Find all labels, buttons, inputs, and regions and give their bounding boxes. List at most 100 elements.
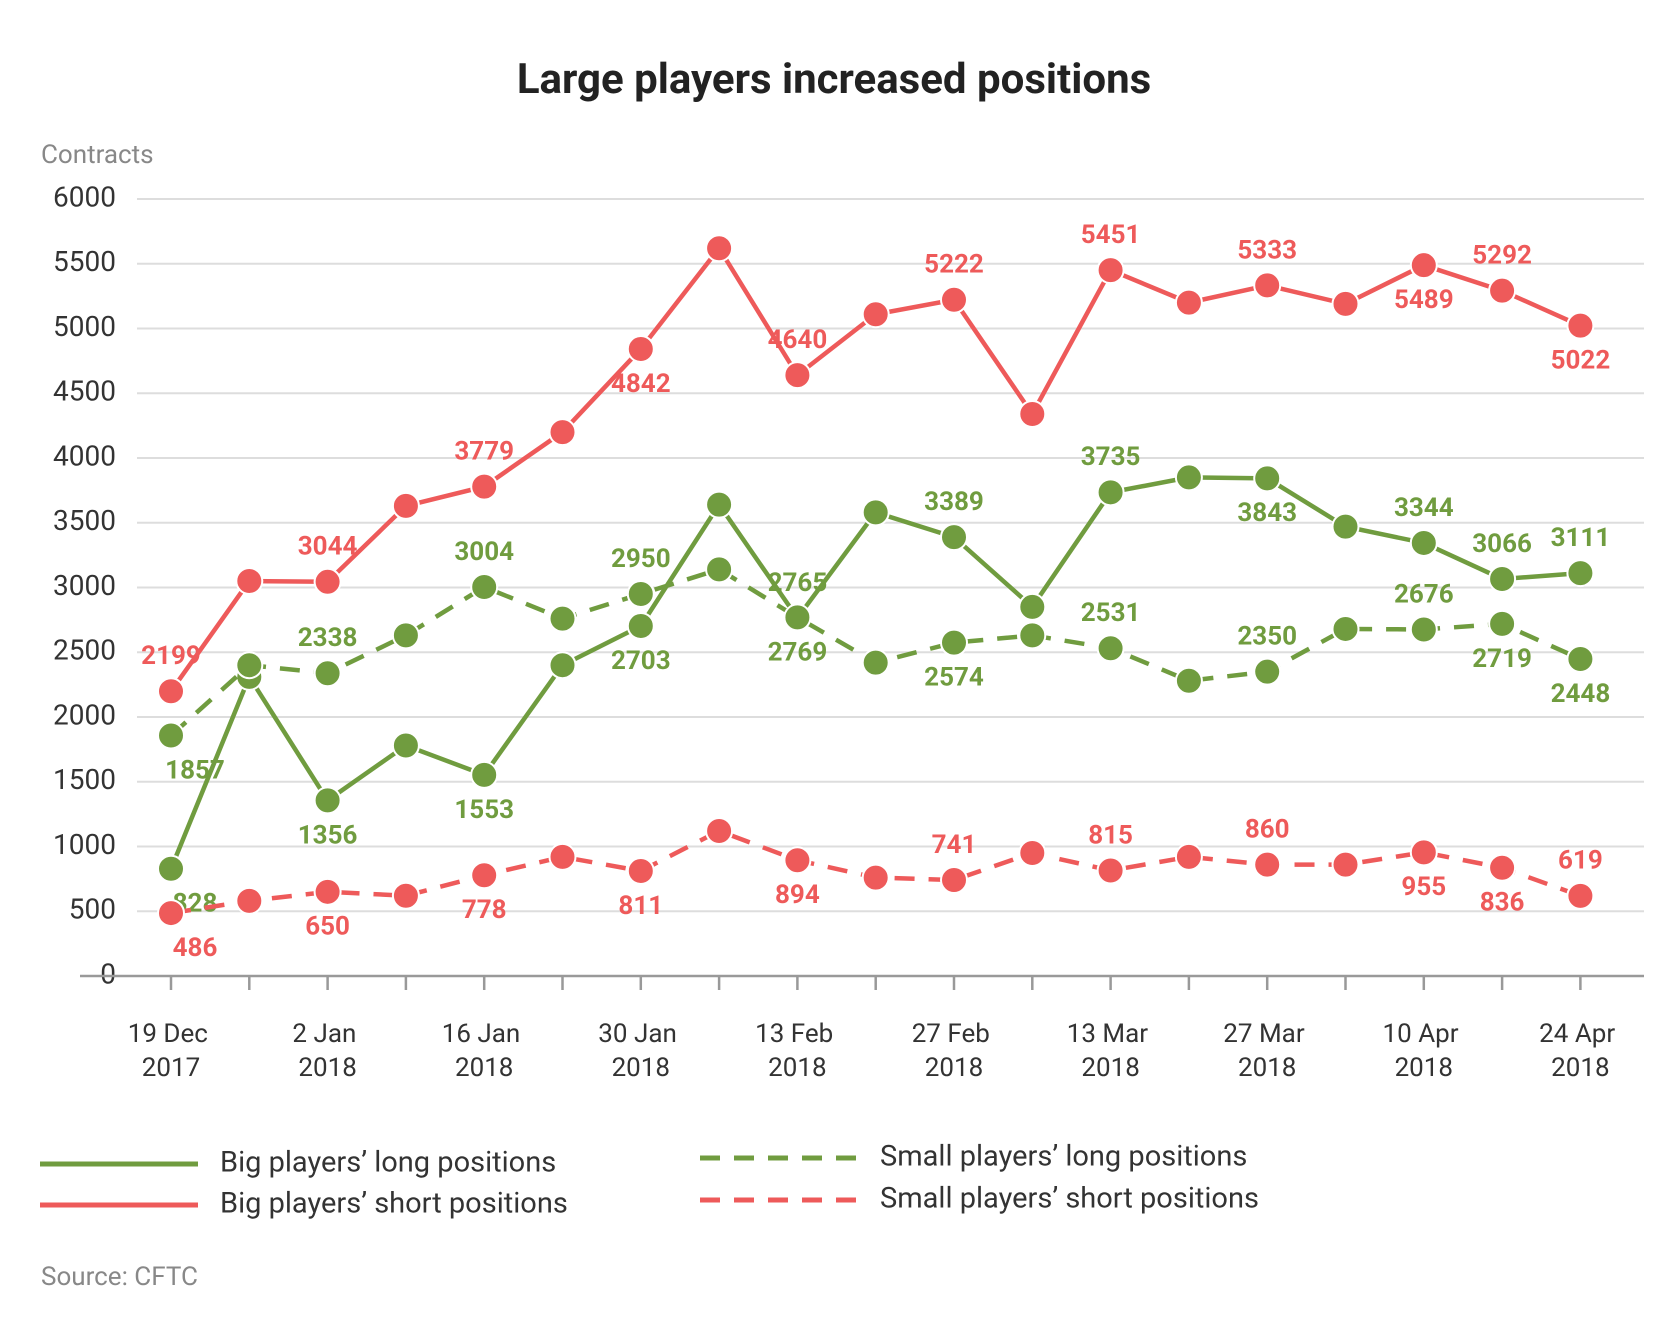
data-label: 2448 <box>1551 679 1611 709</box>
data-label: 3066 <box>1472 529 1532 559</box>
data-label: 3344 <box>1394 493 1454 523</box>
point <box>391 881 420 910</box>
point <box>783 846 812 875</box>
data-label: 5451 <box>1081 220 1141 250</box>
point <box>157 899 185 928</box>
point <box>861 648 890 677</box>
data-label: 2719 <box>1472 644 1532 674</box>
point <box>940 628 968 657</box>
data-label: 5489 <box>1394 285 1454 315</box>
point <box>548 418 577 447</box>
point <box>1409 838 1438 867</box>
legend-label: Small players’ long positions <box>880 1140 1247 1174</box>
legend-label: Small players’ short positions <box>880 1182 1259 1216</box>
y-tick-label: 0 <box>100 957 116 990</box>
x-tick-label: 13 Mar 2018 <box>1067 1019 1155 1083</box>
data-label: 3044 <box>298 532 358 562</box>
point <box>470 861 499 890</box>
point <box>235 651 264 680</box>
point <box>157 854 185 883</box>
chart-title: Large players increased positions <box>517 55 1151 104</box>
point <box>705 816 734 845</box>
data-label: 650 <box>305 912 350 942</box>
data-label: 2531 <box>1081 598 1141 628</box>
data-label: 619 <box>1558 846 1603 876</box>
data-label: 741 <box>932 830 977 860</box>
point <box>391 491 420 520</box>
point <box>391 731 420 760</box>
point <box>1174 842 1203 871</box>
point <box>1096 256 1125 285</box>
data-label: 3735 <box>1081 442 1141 472</box>
point <box>157 677 185 706</box>
point <box>313 877 342 906</box>
data-label: 2676 <box>1394 579 1454 609</box>
data-label: 860 <box>1245 815 1290 845</box>
point <box>1096 856 1125 885</box>
point <box>1096 478 1125 507</box>
point <box>470 472 499 501</box>
point <box>705 555 734 584</box>
point <box>1253 657 1282 686</box>
point <box>1174 666 1203 695</box>
y-tick-label: 3500 <box>53 504 116 537</box>
legend-label: Big players’ long positions <box>220 1146 556 1180</box>
y-axis-label: Contracts <box>41 140 154 170</box>
data-label: 778 <box>462 895 507 925</box>
x-tick-label: 13 Feb 2018 <box>755 1019 840 1083</box>
y-tick-label: 2000 <box>53 698 116 731</box>
point <box>940 866 968 895</box>
y-tick-label: 3000 <box>53 569 116 602</box>
data-label: 5022 <box>1551 346 1611 376</box>
point <box>626 856 655 885</box>
point <box>1566 881 1595 910</box>
x-tick-label: 19 Dec 2017 <box>128 1019 215 1083</box>
y-tick-label: 2500 <box>53 634 116 667</box>
point <box>705 490 734 519</box>
y-tick-label: 5000 <box>53 310 116 343</box>
point <box>1566 644 1595 673</box>
point <box>1174 288 1203 317</box>
x-tick-label: 30 Jan 2018 <box>598 1019 683 1083</box>
point <box>235 567 264 596</box>
point <box>1018 399 1047 428</box>
point <box>313 567 342 596</box>
point <box>1018 621 1047 650</box>
point <box>1488 276 1517 305</box>
point <box>1331 614 1360 643</box>
point <box>1331 850 1360 879</box>
data-label: 3111 <box>1551 523 1611 553</box>
data-label: 4640 <box>768 325 828 355</box>
data-label: 2950 <box>611 544 671 574</box>
point <box>1409 615 1438 644</box>
point <box>548 842 577 871</box>
data-label: 1553 <box>454 795 514 825</box>
data-label: 2703 <box>611 646 671 676</box>
point <box>783 361 812 390</box>
data-label: 5222 <box>924 250 984 280</box>
point <box>1409 251 1438 280</box>
data-label: 815 <box>1088 820 1133 850</box>
data-label: 2338 <box>298 623 358 653</box>
data-label: 1356 <box>298 820 358 850</box>
data-label: 2769 <box>768 637 828 667</box>
point <box>1566 559 1595 588</box>
point <box>1018 592 1047 621</box>
point <box>1253 464 1282 493</box>
point <box>1096 634 1125 663</box>
data-label: 5292 <box>1472 241 1532 271</box>
point <box>861 863 890 892</box>
point <box>235 886 264 915</box>
data-label: 2765 <box>768 568 828 598</box>
point <box>861 498 890 527</box>
x-tick-label: 2 Jan 2018 <box>292 1019 362 1083</box>
data-label: 1857 <box>165 755 225 785</box>
point <box>548 604 577 633</box>
point <box>626 579 655 608</box>
point <box>705 234 734 263</box>
data-label: 2574 <box>924 663 984 693</box>
point <box>470 760 499 789</box>
y-tick-label: 6000 <box>53 180 116 213</box>
point <box>1566 311 1595 340</box>
